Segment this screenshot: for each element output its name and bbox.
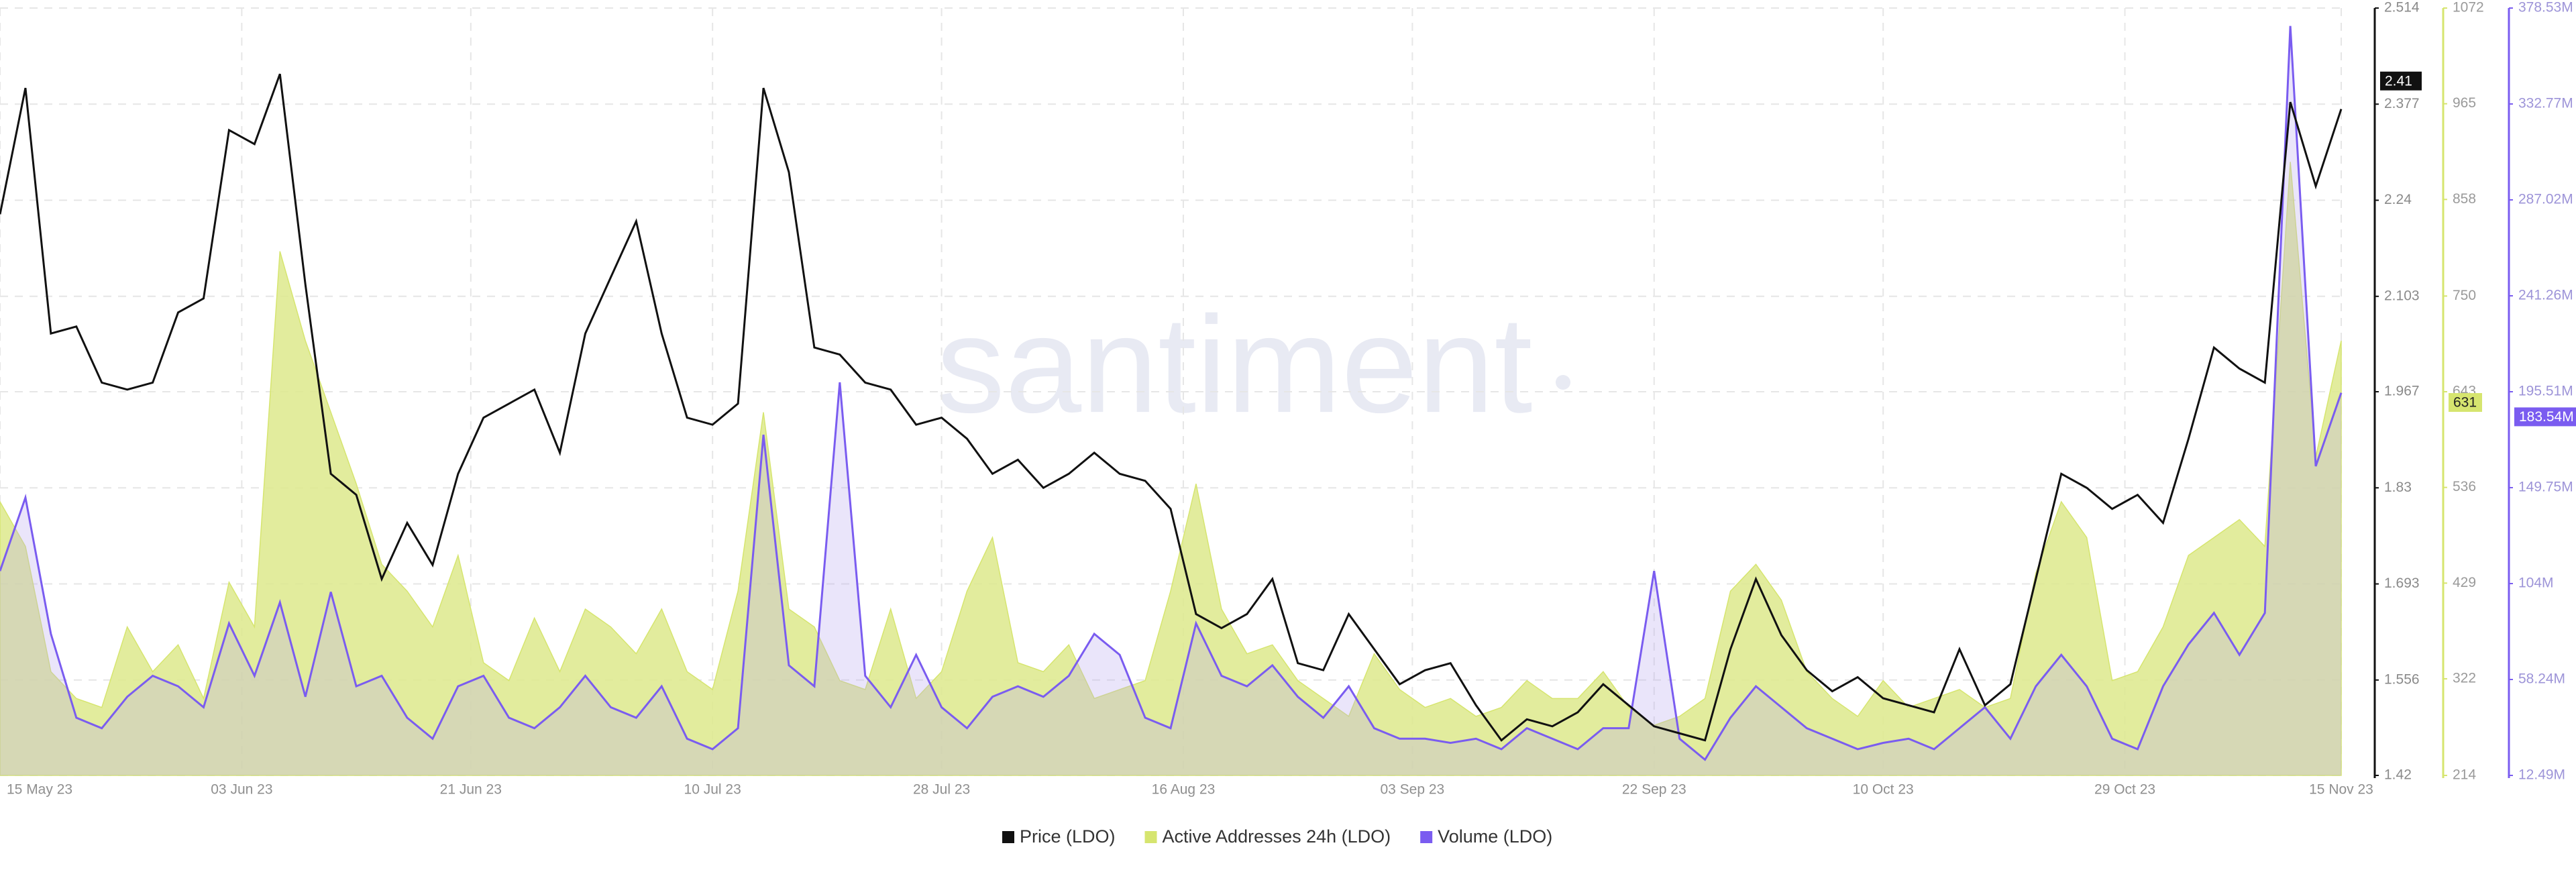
y-tick-label: 149.75M — [2518, 480, 2573, 495]
current-value-badge — [2449, 393, 2482, 412]
plot-area — [0, 25, 2343, 776]
y-tick-label: 1.967 — [2384, 384, 2420, 399]
current-value-badge — [2380, 71, 2422, 91]
line — [0, 25, 2343, 761]
x-tick-label: 28 Jul 23 — [913, 782, 970, 798]
y-tick-label: 322 — [2453, 671, 2476, 686]
y-tick-label: 58.24M — [2518, 671, 2565, 687]
y-tick-label: 332.77M — [2518, 96, 2573, 111]
legend-swatch — [1420, 831, 1433, 843]
y-tick-label: 104M — [2518, 576, 2554, 591]
x-tick-label: 21 Jun 23 — [440, 782, 502, 798]
y-tick-label: 1.693 — [2384, 576, 2420, 591]
y-tick-label: 287.02M — [2518, 192, 2573, 207]
y-tick-label: 2.377 — [2384, 96, 2420, 111]
current-value-label: 631 — [2453, 395, 2477, 411]
y-tick-label: 858 — [2453, 191, 2476, 207]
x-tick-label: 03 Sep 23 — [1380, 782, 1444, 798]
y-tick-label: 2.103 — [2384, 288, 2420, 303]
y-tick-label: 241.26M — [2518, 288, 2573, 303]
x-tick-label: 29 Oct 23 — [2094, 782, 2155, 798]
y-tick-label: 1.556 — [2384, 671, 2420, 687]
current-value-badge — [2514, 407, 2576, 427]
x-tick-label: 22 Sep 23 — [1622, 782, 1686, 798]
y-tick-label: 429 — [2453, 575, 2476, 590]
y-tick-label: 1072 — [2453, 0, 2484, 15]
line — [0, 73, 2343, 742]
legend-label: Active Addresses 24h (LDO) — [1163, 826, 1391, 847]
current-value-label: 2.41 — [2385, 73, 2412, 89]
watermark-text: santiment — [936, 288, 1533, 441]
x-tick-label: 15 May 23 — [7, 782, 72, 798]
x-tick-label: 10 Oct 23 — [1853, 782, 1914, 798]
y-tick-label: 2.24 — [2384, 192, 2412, 207]
current-value-label: 183.54M — [2519, 409, 2574, 425]
legend-label: Volume (LDO) — [1438, 826, 1552, 847]
y-tick-label: 1.83 — [2384, 480, 2412, 495]
y-tick-label: 965 — [2453, 95, 2476, 111]
y-tick-label: 195.51M — [2518, 384, 2573, 399]
x-tick-label: 16 Aug 23 — [1152, 782, 1216, 798]
axes: 15 May 23 03 Jun 23 21 Jun 23 10 Jul 23 28 J… — [7, 0, 2576, 798]
y-tick-label: 1.42 — [2384, 767, 2412, 783]
legend-swatch — [1144, 831, 1157, 843]
watermark-dot — [1556, 375, 1570, 390]
y-tick-label: 378.53M — [2518, 0, 2573, 15]
x-tick-label: 10 Jul 23 — [684, 782, 741, 798]
legend: Price (LDO) Active Addresses 24h (LDO) Vol… — [1002, 826, 1552, 847]
legend-label: Price (LDO) — [1020, 826, 1116, 847]
area — [0, 25, 2341, 775]
y-tick-label: 750 — [2453, 288, 2476, 303]
y-tick-label: 214 — [2453, 767, 2476, 783]
area — [0, 162, 2342, 776]
y-tick-label: 536 — [2453, 479, 2476, 494]
y-tick-label: 12.49M — [2518, 767, 2565, 783]
x-tick-label: 03 Jun 23 — [211, 782, 272, 798]
legend-swatch — [1002, 831, 1014, 843]
x-tick-label: 15 Nov 23 — [2309, 782, 2373, 798]
y-tick-label: 2.514 — [2384, 0, 2420, 15]
watermark: santiment — [936, 288, 1570, 441]
